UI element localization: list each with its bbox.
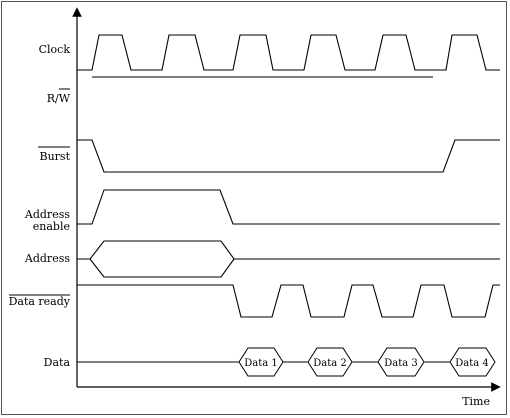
- data-phase-3: Data 3: [377, 347, 425, 377]
- data-phase-1: Data 1: [238, 347, 284, 377]
- clock-label: Clock: [39, 43, 71, 56]
- data-ready-waveform: [77, 284, 500, 318]
- address-enable-waveform: [77, 189, 500, 225]
- data-phase-4: Data 4: [449, 347, 496, 377]
- data-phase-1-label: Data 1: [244, 358, 278, 369]
- address-enable-label-line1: Address: [24, 208, 70, 221]
- burst-label: Burst: [40, 150, 71, 163]
- clock-waveform: [77, 34, 500, 71]
- data-label: Data: [44, 356, 71, 369]
- address-bus-waveform: [77, 240, 500, 278]
- burst-waveform: [77, 139, 500, 173]
- address-label: Address: [24, 252, 70, 265]
- data-phase-3-label: Data 3: [384, 358, 418, 369]
- data-phase-2-label: Data 2: [313, 358, 347, 369]
- time-axis-label: Time: [462, 395, 490, 408]
- data-ready-label: Data ready: [9, 295, 71, 308]
- data-phase-4-label: Data 4: [455, 358, 489, 369]
- data-phase-2: Data 2: [307, 347, 353, 377]
- rw-label: R/W: [47, 92, 71, 105]
- address-enable-label-line2: enable: [33, 220, 70, 233]
